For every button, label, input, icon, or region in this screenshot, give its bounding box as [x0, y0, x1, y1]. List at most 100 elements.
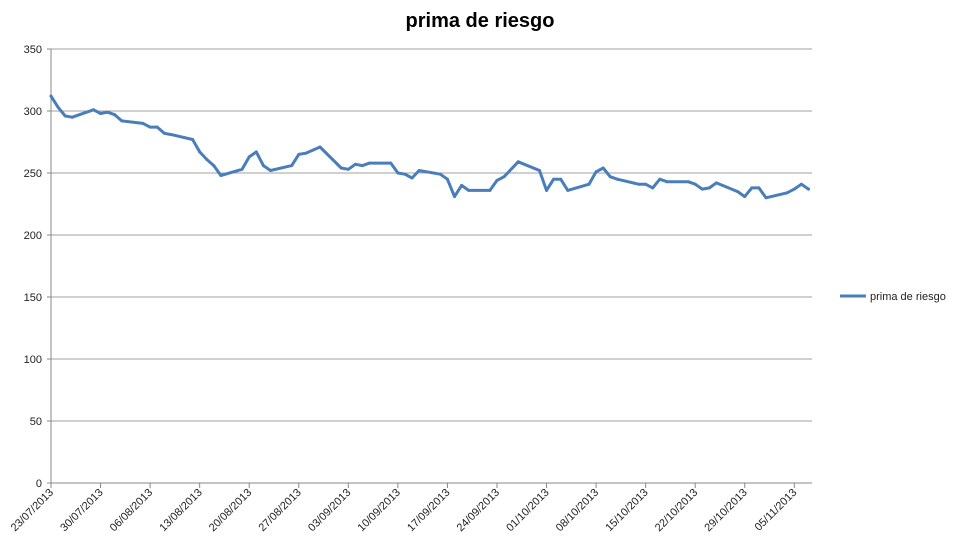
x-tick-label: 24/09/2013	[455, 487, 502, 534]
data-point	[502, 175, 506, 179]
data-point	[92, 108, 95, 112]
data-point	[658, 177, 662, 181]
y-tick-label: 250	[24, 168, 42, 180]
y-tick-label: 0	[36, 478, 42, 490]
data-point	[601, 166, 605, 170]
data-point	[736, 190, 740, 194]
legend: prima de riesgo	[840, 291, 946, 303]
x-axis-ticks: 23/07/2013 30/07/2013 06/08/2013 13/08/2013…	[9, 483, 800, 534]
x-tick-label: 27/08/2013	[256, 487, 303, 534]
data-point	[587, 182, 591, 186]
data-point	[212, 164, 216, 168]
legend-label: prima de riesgo	[870, 291, 946, 303]
data-point	[99, 112, 103, 115]
data-point	[290, 164, 294, 168]
data-point	[205, 157, 209, 161]
y-tick-label: 300	[24, 106, 42, 118]
data-point	[467, 188, 471, 192]
x-tick-label: 10/09/2013	[356, 487, 403, 534]
data-point	[665, 180, 669, 184]
data-point	[545, 188, 548, 192]
data-point	[807, 187, 810, 191]
data-point	[148, 125, 152, 129]
data-point	[304, 151, 308, 155]
gridlines	[50, 48, 812, 484]
data-point	[106, 110, 110, 114]
data-point	[700, 187, 704, 191]
data-point	[56, 105, 60, 109]
data-point	[339, 166, 343, 170]
data-point	[120, 119, 124, 123]
data-point	[644, 182, 648, 186]
data-point	[353, 162, 357, 166]
data-point	[785, 191, 789, 195]
x-tick-label: 06/08/2013	[108, 487, 155, 534]
data-point	[368, 161, 372, 165]
data-point	[396, 171, 400, 175]
data-point	[269, 169, 272, 172]
data-point	[615, 177, 619, 181]
data-point	[453, 195, 456, 199]
data-point	[608, 175, 612, 179]
data-point	[743, 195, 747, 199]
data-point	[403, 172, 407, 176]
x-tick-label: 22/10/2013	[653, 487, 700, 534]
y-tick-label: 200	[24, 230, 42, 242]
data-point	[169, 133, 173, 137]
data-point	[141, 121, 145, 125]
y-tick-label: 50	[30, 416, 42, 428]
data-point	[538, 169, 541, 172]
x-tick-label: 15/10/2013	[603, 487, 650, 534]
data-point	[361, 164, 364, 168]
chart-title: prima de riesgo	[406, 10, 555, 32]
data-point	[559, 177, 563, 181]
data-point	[297, 152, 301, 156]
data-point	[516, 160, 520, 164]
data-point	[693, 182, 697, 186]
data-point	[410, 176, 414, 180]
data-point	[70, 115, 74, 119]
data-point	[240, 167, 244, 171]
data-point	[764, 196, 768, 200]
x-tick-label: 03/09/2013	[306, 487, 353, 534]
x-tick-label: 20/08/2013	[207, 487, 254, 534]
data-point	[792, 187, 796, 191]
data-point	[488, 188, 492, 192]
x-tick-label: 13/08/2013	[157, 487, 204, 534]
x-tick-label: 23/07/2013	[9, 487, 56, 534]
data-point	[417, 169, 421, 172]
x-tick-label: 29/10/2013	[702, 487, 749, 534]
data-point	[254, 150, 258, 154]
x-tick-label: 01/10/2013	[504, 487, 551, 534]
data-point	[49, 94, 53, 98]
data-point	[566, 188, 570, 192]
data-point	[750, 186, 754, 190]
data-point	[686, 180, 690, 184]
y-tick-label: 350	[24, 44, 42, 56]
data-point	[594, 170, 598, 174]
data-point	[552, 177, 556, 181]
data-point	[191, 138, 195, 141]
data-point	[318, 145, 322, 149]
data-point	[757, 186, 761, 190]
x-tick-label: 05/11/2013	[753, 487, 800, 534]
series-layer	[49, 94, 810, 200]
data-point	[219, 174, 223, 177]
x-tick-label: 30/07/2013	[58, 487, 105, 534]
y-axis-ticks: 0 50 100 150 200 250 300 350	[24, 44, 51, 490]
data-point	[707, 186, 711, 190]
y-tick-label: 100	[24, 354, 42, 366]
data-point	[247, 155, 251, 159]
data-point	[389, 161, 393, 165]
data-point	[113, 113, 117, 117]
data-point	[495, 178, 499, 182]
data-point	[460, 183, 464, 187]
x-tick-label: 08/10/2013	[554, 487, 601, 534]
data-point	[438, 172, 442, 176]
data-point	[637, 182, 641, 186]
data-point	[162, 131, 166, 135]
data-point	[651, 186, 655, 190]
data-point	[714, 181, 718, 185]
y-tick-label: 150	[24, 292, 42, 304]
